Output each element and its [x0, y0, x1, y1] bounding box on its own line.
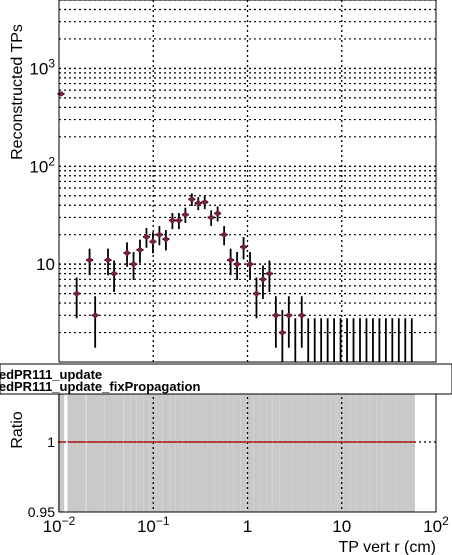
top-panel: 10 102 103 Reconstructed TPs [9, 0, 437, 363]
top-data-point [273, 312, 279, 318]
ratio-y-tick-label: 0.95 [28, 504, 55, 520]
top-data-point [202, 199, 208, 205]
top-data-point [189, 196, 195, 202]
x-axis-label: TP vert r (cm) [339, 539, 436, 555]
legend-box [0, 363, 452, 395]
top-grid [59, 0, 436, 362]
top-plot-frame [58, 0, 437, 363]
top-data-point [137, 247, 143, 253]
top-data-point [111, 271, 117, 277]
top-data-point [240, 244, 247, 250]
top-data-point [124, 250, 130, 256]
top-data-point [215, 210, 221, 216]
top-data-point [176, 217, 182, 223]
top-data-point [86, 257, 93, 263]
top-data-point [163, 236, 169, 242]
top-data-point [150, 238, 156, 245]
top-data-point [286, 312, 292, 318]
x-tick-label: 102 [423, 514, 449, 536]
top-data-point [143, 234, 150, 240]
ratio-y-axis-label: Ratio [9, 411, 26, 448]
top-data-point [299, 312, 305, 318]
top-data-point [279, 329, 285, 336]
bottom-ticks: 0.95 1 10−2 10−1 1 10 102 [28, 434, 449, 536]
x-tick-label: 10 [332, 517, 351, 536]
top-y-ticks: 10 102 103 [29, 56, 55, 274]
top-data-points [57, 91, 413, 362]
ratio-y-tick-label: 1 [47, 434, 55, 450]
legend-entry-1: ...edPR111_update [0, 367, 102, 382]
x-tick-label: 1 [243, 517, 252, 536]
x-tick-label: 10−1 [137, 514, 170, 536]
top-data-point [130, 261, 137, 267]
top-data-point [195, 200, 201, 206]
top-data-point [221, 232, 227, 238]
bottom-panel: 0.95 1 10−2 10−1 1 10 102 Ratio TP vert r (cm) [9, 371, 449, 555]
legend-entry-2: ...edPR111_update_fixPropagation [0, 379, 200, 394]
top-data-point [247, 261, 253, 267]
top-y-tick-label: 103 [29, 56, 55, 78]
top-data-point [208, 214, 214, 221]
top-y-tick-label: 10 [36, 255, 55, 274]
legend: ...edPR111_update ...edPR111_update_fixP… [0, 363, 452, 395]
top-data-point [169, 217, 176, 223]
top-data-point [182, 212, 188, 218]
top-data-point [92, 312, 98, 318]
top-data-point [234, 261, 240, 267]
top-y-axis-label: Reconstructed TPs [9, 24, 26, 160]
top-data-point [58, 91, 64, 97]
x-tick-label: 10−2 [43, 514, 76, 536]
top-data-point [105, 257, 111, 263]
top-data-point [74, 290, 80, 297]
top-data-point [253, 290, 260, 297]
top-data-point [228, 257, 234, 263]
top-data-point [260, 276, 266, 282]
top-y-tick-label: 102 [29, 154, 55, 176]
top-data-point [156, 232, 162, 238]
top-data-point [266, 271, 272, 277]
